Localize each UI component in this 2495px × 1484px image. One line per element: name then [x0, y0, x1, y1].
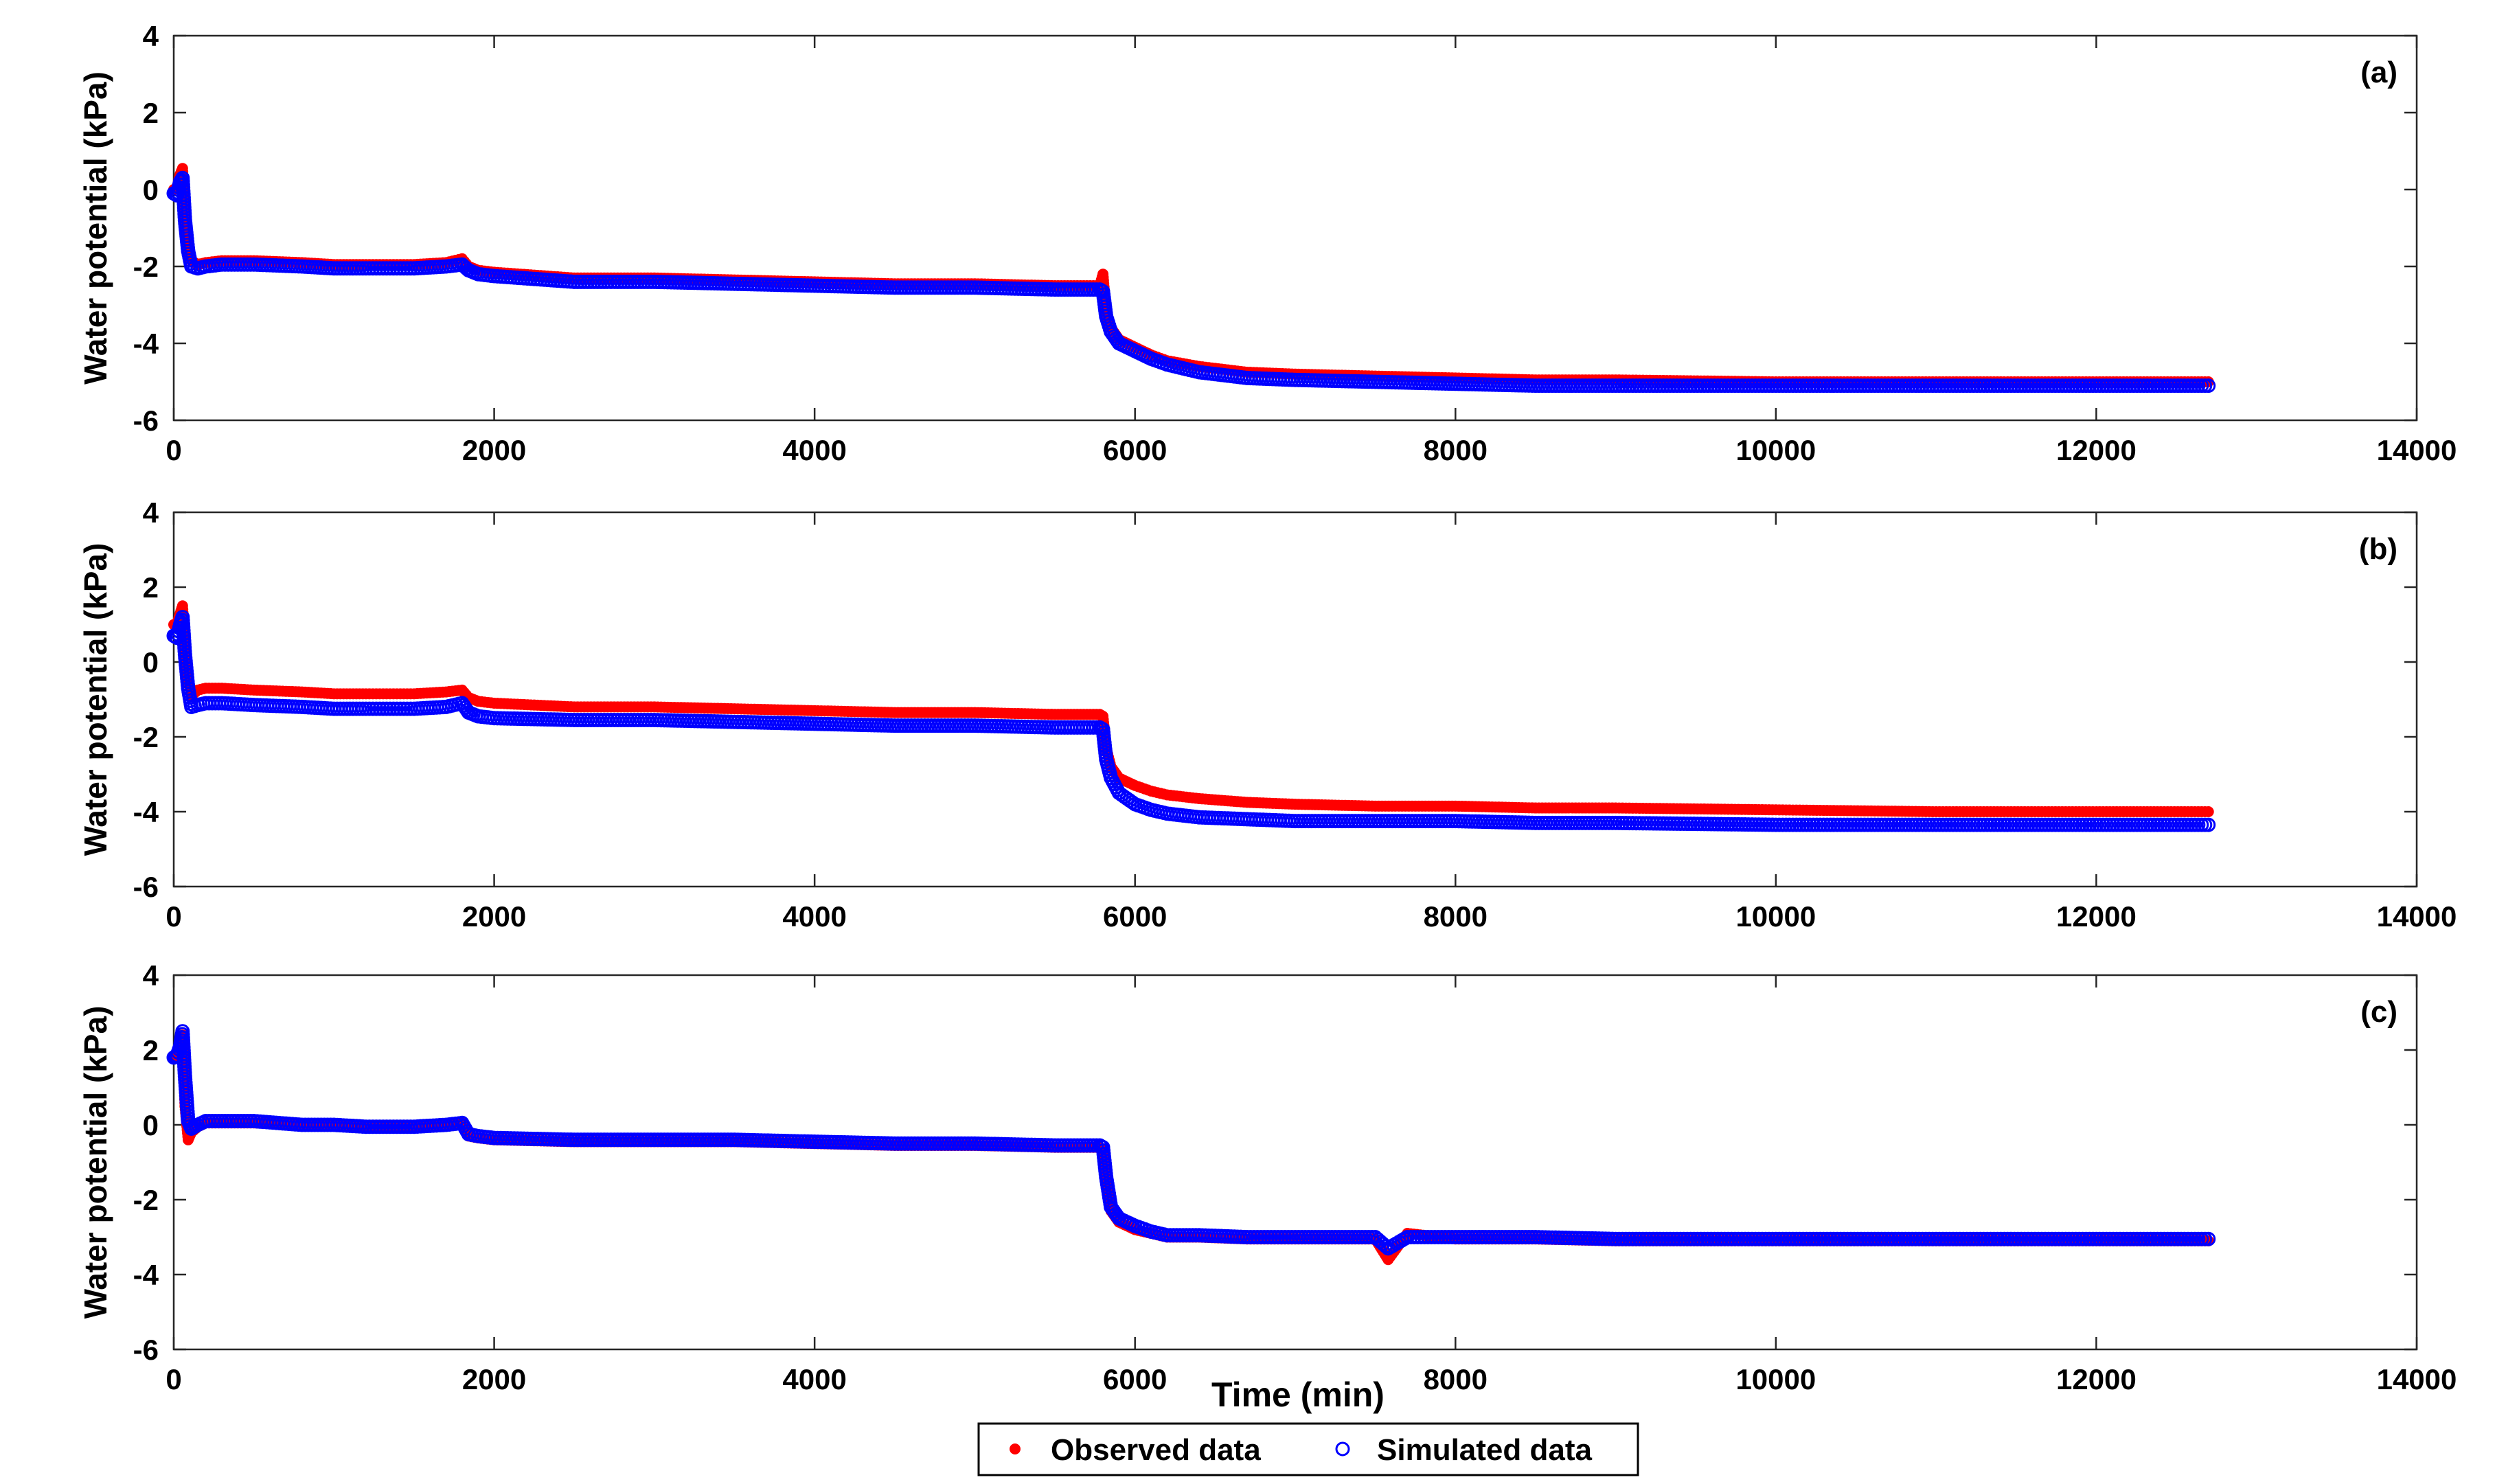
- series-observed-b: [168, 600, 2214, 817]
- y-tick-label-c: -6: [133, 1334, 159, 1366]
- x-tick-label-a: 12000: [2056, 434, 2137, 466]
- panel-label-c: (c): [2360, 995, 2397, 1029]
- x-tick-label-c: 6000: [1103, 1363, 1167, 1395]
- data-point: [2201, 378, 2216, 393]
- x-tick-label-b: 6000: [1103, 900, 1167, 933]
- legend: Observed data Simulated data: [977, 1422, 1639, 1476]
- y-tick-label-a: -4: [133, 328, 159, 360]
- legend-simulated-label: Simulated data: [1377, 1433, 1592, 1467]
- series-simulated-b: [166, 610, 2216, 832]
- y-tick-label-b: 0: [143, 646, 159, 678]
- x-tick-label-a: 2000: [462, 434, 526, 466]
- x-tick-label-c: 10000: [1735, 1363, 1816, 1395]
- x-tick-label-c: 12000: [2056, 1363, 2137, 1395]
- series-simulated-a: [166, 170, 2216, 393]
- x-tick-label-b: 12000: [2056, 900, 2137, 933]
- legend-observed-label: Observed data: [1051, 1433, 1261, 1467]
- legend-observed-marker: [1010, 1443, 1021, 1454]
- x-tick-label-a: 14000: [2377, 434, 2457, 466]
- x-tick-label-c: 2000: [462, 1363, 526, 1395]
- plot-area-a: [172, 34, 2418, 422]
- panel-b: 0 2000 4000 6000 8000 10000 12000 14000 -6 -4 -2 0 2…: [78, 496, 2457, 933]
- y-tick-label-a: 2: [143, 97, 159, 129]
- y-axis-label-c: Water potential (kPa): [78, 1006, 113, 1319]
- x-tick-label-c: 14000: [2377, 1363, 2457, 1395]
- plot-area-c: [172, 974, 2418, 1351]
- x-tick-label-b: 8000: [1424, 900, 1488, 933]
- y-tick-label-b: -6: [133, 871, 159, 903]
- x-tick-label-c: 0: [166, 1363, 181, 1395]
- y-tick-label-a: -6: [133, 404, 159, 437]
- x-tick-label-a: 0: [166, 434, 181, 466]
- panel-a: 0 2000 4000 6000 8000 10000 12000 14000 -6 -4 -2 0 2…: [78, 20, 2457, 466]
- x-tick-label-b: 10000: [1735, 900, 1816, 933]
- x-tick-label-c: 4000: [782, 1363, 846, 1395]
- y-tick-label-b: 2: [143, 571, 159, 604]
- x-tick-label-a: 4000: [782, 434, 846, 466]
- x-tick-label-b: 14000: [2377, 900, 2457, 933]
- y-tick-label-b: -4: [133, 796, 159, 828]
- panel-c: 0 2000 4000 6000 8000 10000 12000 14000 -6 -4 -2 0 2…: [78, 959, 2457, 1395]
- y-tick-label-c: 2: [143, 1034, 159, 1066]
- x-tick-label-a: 10000: [1735, 434, 1816, 466]
- y-tick-label-c: -2: [133, 1184, 159, 1216]
- x-tick-label-b: 4000: [782, 900, 846, 933]
- x-tick-label-b: 0: [166, 900, 181, 933]
- data-point: [2201, 817, 2216, 832]
- y-tick-label-a: 0: [143, 174, 159, 206]
- y-tick-label-b: -2: [133, 721, 159, 753]
- y-tick-label-c: 4: [143, 959, 159, 992]
- y-axis-label-b: Water potential (kPa): [78, 543, 113, 856]
- panels: 0 2000 4000 6000 8000 10000 12000 14000-6-4-202…: [78, 20, 2457, 1395]
- x-tick-label-a: 6000: [1103, 434, 1167, 466]
- data-point: [2202, 806, 2214, 817]
- x-axis-label: Time (min): [1211, 1375, 1385, 1414]
- x-tick-label-a: 8000: [1424, 434, 1488, 466]
- y-tick-label-a: -2: [133, 251, 159, 283]
- y-tick-label-c: -4: [133, 1259, 159, 1291]
- panel-label-a: (a): [2360, 56, 2397, 89]
- x-tick-label-c: 8000: [1424, 1363, 1488, 1395]
- y-tick-label-c: 0: [143, 1109, 159, 1141]
- y-tick-label-b: 4: [143, 496, 159, 529]
- x-tick-label-b: 2000: [462, 900, 526, 933]
- y-axis-label-a: Water potential (kPa): [78, 71, 113, 385]
- panel-label-b: (b): [2359, 532, 2397, 566]
- y-tick-label-a: 4: [143, 20, 159, 52]
